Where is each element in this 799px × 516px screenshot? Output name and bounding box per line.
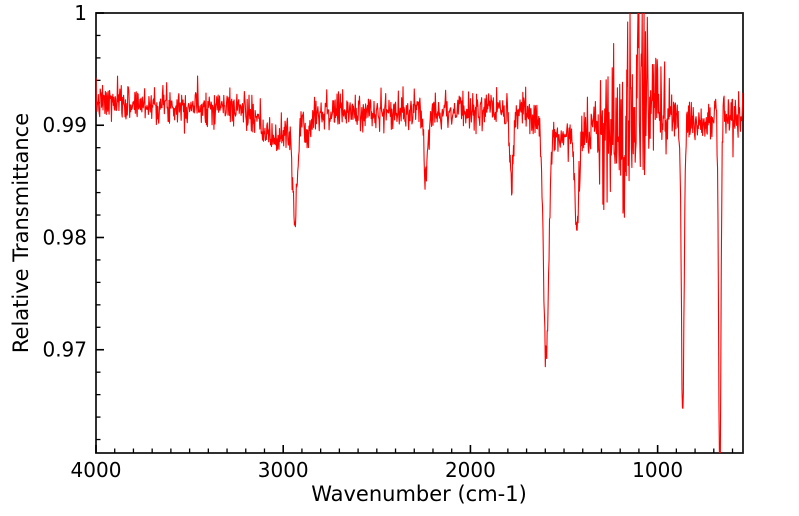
y-tick-label: 0.99 — [42, 113, 87, 137]
x-tick-label: 3000 — [258, 458, 309, 482]
y-tick-label: 0.98 — [42, 225, 87, 249]
plot-border — [95, 12, 744, 454]
x-tick-label: 1000 — [632, 458, 683, 482]
axis-tick-labels: 4000 3000 2000 1000 1 0.99 0.98 0.97 — [42, 1, 683, 482]
x-axis-label: Wavenumber (cm-1) — [311, 482, 527, 506]
x-tick-label: 2000 — [445, 458, 496, 482]
y-tick-label: 1 — [74, 1, 87, 25]
y-axis-label: Relative Transmittance — [9, 113, 33, 353]
spectrum-line — [96, 13, 743, 453]
x-tick-label: 4000 — [71, 458, 122, 482]
y-tick-label: 0.97 — [42, 338, 87, 362]
axis-ticks — [95, 12, 734, 453]
